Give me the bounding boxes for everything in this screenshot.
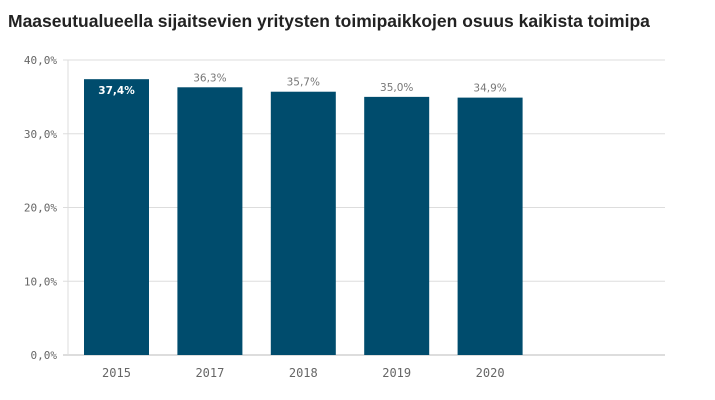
- bar-2017: [177, 87, 243, 355]
- x-tick-label: 2019: [382, 366, 411, 380]
- y-tick-label: 30,0%: [24, 128, 57, 141]
- x-tick-label: 2017: [195, 366, 224, 380]
- x-tick-label: 2018: [289, 366, 318, 380]
- y-tick-label: 20,0%: [24, 202, 57, 215]
- y-tick-label: 10,0%: [24, 275, 57, 288]
- y-tick-label: 0,0%: [31, 349, 58, 362]
- x-tick-label: 2020: [476, 366, 505, 380]
- bar-2020: [457, 97, 523, 356]
- chart-title: Maaseutualueella sijaitsevien yritysten …: [8, 11, 650, 31]
- data-label: 34,9%: [473, 83, 506, 95]
- bar-2015: [84, 79, 149, 356]
- bar-2018: [270, 91, 336, 356]
- data-label: 35,0%: [380, 82, 413, 94]
- data-label: 36,3%: [193, 72, 226, 84]
- x-tick-label: 2015: [102, 366, 131, 380]
- bar-2019: [364, 96, 430, 355]
- data-label: 35,7%: [287, 77, 320, 89]
- data-label: 37,4%: [98, 85, 135, 97]
- y-tick-label: 40,0%: [24, 54, 57, 67]
